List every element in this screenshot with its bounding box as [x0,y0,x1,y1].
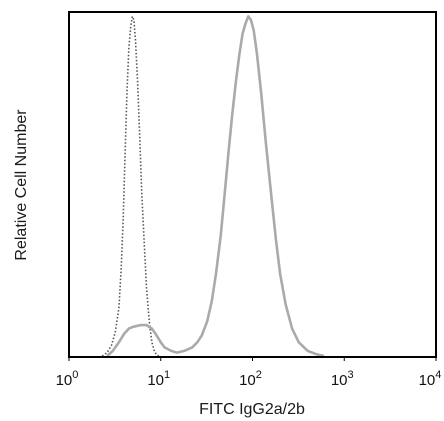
x-tick-label: 104 [419,369,442,389]
x-axis-title: FITC IgG2a/2b [199,401,305,418]
series-line-dotted [101,13,160,357]
x-tick-label: 102 [239,369,262,389]
x-tick-label: 100 [56,369,79,389]
plot-lines [101,13,325,358]
x-tick-label: 101 [147,369,170,389]
y-axis-title: Relative Cell Number [13,109,30,261]
x-tick-label: 103 [331,369,354,389]
series-line-solid [106,15,325,358]
x-axis-ticks: 100 101 102 103 104 [56,357,442,389]
